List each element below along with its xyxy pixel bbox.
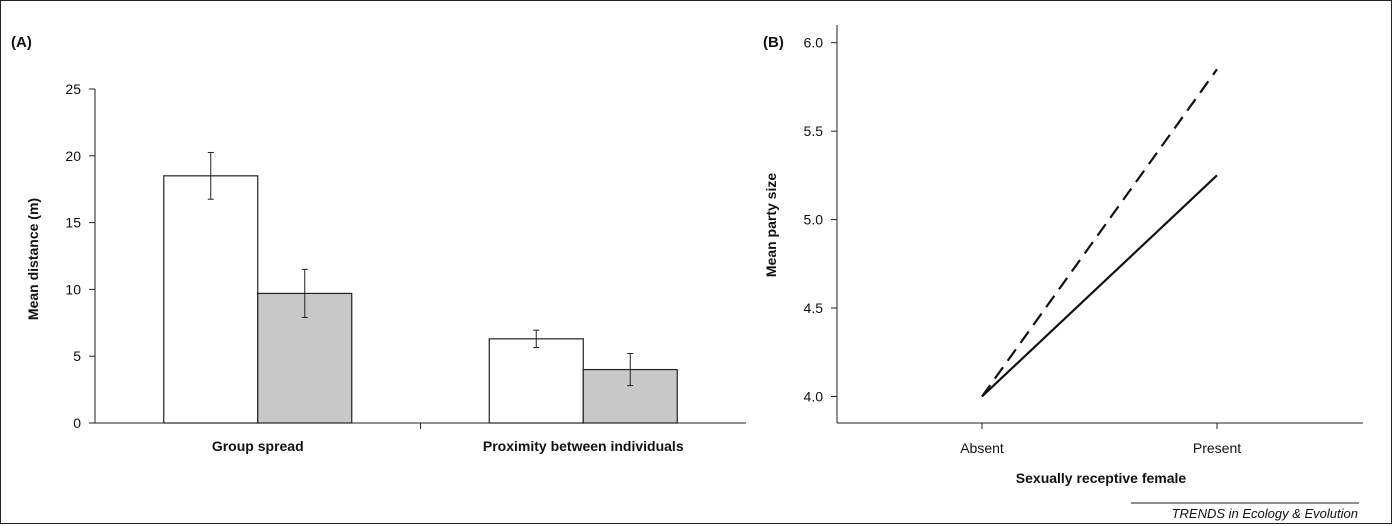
panel-b-solid-line xyxy=(981,174,1218,398)
panel-a-y-tick-label: 15 xyxy=(65,215,81,231)
panel-a-error-bar xyxy=(301,268,308,318)
panel-b-x-axis-title: Sexually receptive female xyxy=(1016,470,1187,486)
panel-a-y-axis-title: Mean distance (m) xyxy=(25,198,41,320)
panel-a-bars xyxy=(163,151,678,424)
panel-b-y-tick-label: 5.0 xyxy=(804,212,824,228)
panel-b-y-tick-label: 4.0 xyxy=(804,388,824,404)
panel-a-bar xyxy=(163,175,259,424)
panel-b-y-ticks: 4.0 4.5 5.0 5.5 6.0 xyxy=(804,35,1218,429)
panel-b-label: (B) xyxy=(763,34,784,51)
panel-a-error-bar xyxy=(533,329,540,349)
journal-credit: TRENDS in Ecology & Evolution xyxy=(1172,506,1358,521)
panel-a-category-label: Group spread xyxy=(212,438,304,454)
panel-a-y-tick-label: 25 xyxy=(65,81,81,97)
panel-a-error-bar xyxy=(207,151,214,200)
panel-b-y-tick-label: 6.0 xyxy=(804,35,824,51)
panel-a-x-labels: Group spread Proximity between individual… xyxy=(212,438,684,454)
panel-a-error-bar xyxy=(627,353,634,387)
panel-b-x-tick-label: Present xyxy=(1193,440,1241,456)
panel-a-y-tick-label: 0 xyxy=(73,415,81,431)
panel-a-y-tick-label: 5 xyxy=(73,348,81,364)
panel-a-category-label: Proximity between individuals xyxy=(483,438,684,454)
panel-b-x-tick-label: Absent xyxy=(960,440,1004,456)
panel-b-y-tick-label: 4.5 xyxy=(804,300,824,316)
panel-a-y-ticks: 0 5 10 15 20 25 xyxy=(65,81,421,431)
panel-a-y-tick-label: 10 xyxy=(65,281,81,297)
panel-b-chart: (B) Mean party size 4.0 4.5 5.0 5.5 6.0 Abse… xyxy=(763,25,1363,486)
panel-a-label: (A) xyxy=(11,34,32,51)
panel-b-y-tick-label: 5.5 xyxy=(804,123,824,139)
panel-b-lines xyxy=(981,68,1218,398)
panel-b-x-labels: Absent Present xyxy=(960,440,1241,456)
panel-a-y-tick-label: 20 xyxy=(65,148,81,164)
panel-b-dashed-line xyxy=(981,68,1218,398)
panel-a-chart: (A) Mean distance (m) 0 5 10 15 20 25 Group s… xyxy=(11,34,746,454)
panel-a-bar xyxy=(488,338,584,424)
panel-b-y-axis-title: Mean party size xyxy=(763,173,779,277)
